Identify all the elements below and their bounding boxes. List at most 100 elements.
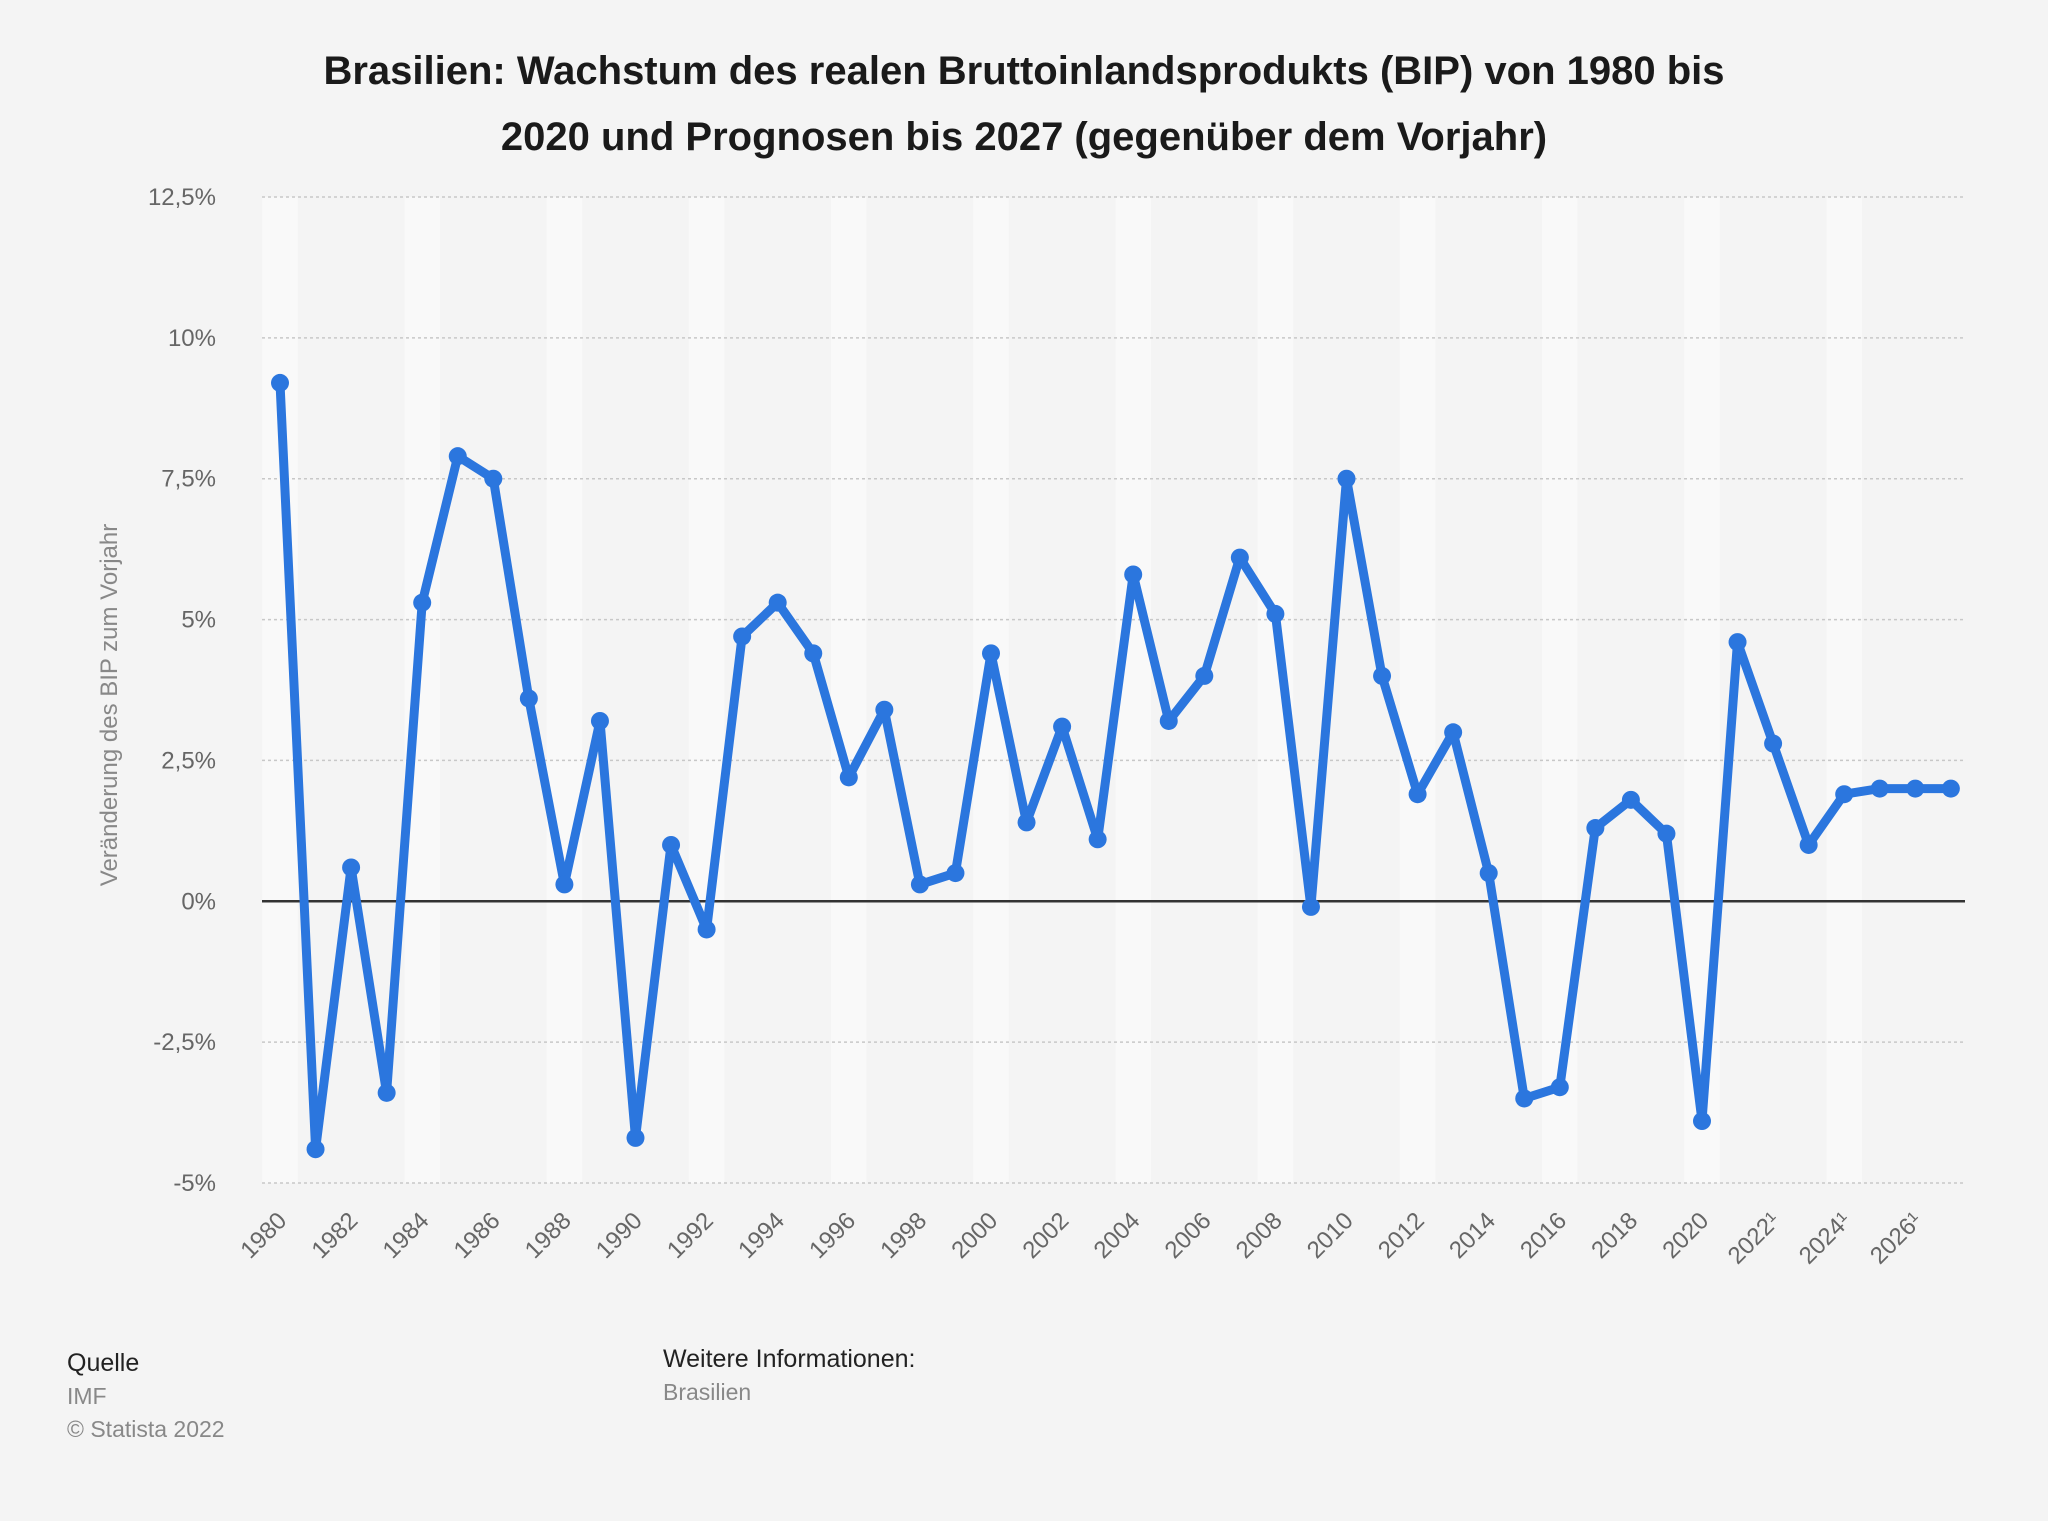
background-band [1470, 197, 1507, 1183]
series-line [275, 378, 1956, 1154]
data-point[interactable] [839, 768, 858, 787]
data-point[interactable] [1728, 633, 1747, 652]
y-tick-label: 5% [181, 607, 216, 634]
data-point[interactable] [1017, 813, 1036, 832]
x-tick-label: 2002 [1017, 1207, 1074, 1264]
background-band [1542, 197, 1578, 1183]
data-point[interactable] [982, 644, 1000, 663]
y-tick-label: 2,5% [161, 747, 216, 774]
data-point[interactable] [1799, 835, 1818, 854]
data-point[interactable] [1444, 723, 1463, 742]
data-point[interactable] [377, 1083, 396, 1102]
background-band [759, 197, 796, 1183]
y-tick-label: -2,5% [153, 1029, 216, 1056]
data-point[interactable] [662, 835, 681, 854]
source-heading: Quelle [67, 1349, 139, 1377]
data-point[interactable] [555, 875, 574, 894]
background-band [404, 197, 440, 1183]
data-point[interactable] [1266, 604, 1285, 623]
source-name[interactable]: IMF [67, 1383, 107, 1409]
background-bands [262, 197, 1934, 1183]
data-point[interactable] [1159, 711, 1178, 730]
background-band [973, 197, 1009, 1183]
data-point[interactable] [484, 469, 503, 488]
info-heading: Weitere Informationen: [663, 1345, 915, 1373]
data-point[interactable] [1657, 824, 1676, 843]
background-band [1826, 197, 1862, 1183]
background-band [1897, 197, 1934, 1183]
chart-title-line-2: 2020 und Prognosen bis 2027 (gegenüber d… [501, 115, 1547, 159]
x-tick-label: 1980 [235, 1207, 292, 1264]
data-point[interactable] [1586, 819, 1605, 838]
background-band [831, 197, 867, 1183]
x-tick-label: 1992 [662, 1207, 719, 1264]
x-tick-label: 2018 [1586, 1207, 1643, 1264]
data-point[interactable] [1515, 1089, 1534, 1108]
background-band [546, 197, 583, 1183]
x-tick-label: 1996 [804, 1207, 861, 1264]
x-axis-ticks: 1980 1982 1984 1986 1988 1990 1992 1994 1996 1998… [235, 1207, 1927, 1270]
data-point[interactable] [946, 864, 965, 883]
x-tick-label: 1994 [733, 1207, 790, 1264]
background-band [902, 197, 938, 1183]
x-tick-label: 2000 [946, 1207, 1003, 1264]
x-tick-label: 2026¹ [1865, 1207, 1928, 1270]
data-point[interactable] [1088, 830, 1107, 849]
background-band [1044, 197, 1080, 1183]
x-tick-label: 2008 [1231, 1207, 1288, 1264]
background-band [1755, 197, 1791, 1183]
y-axis-label: Veränderung des BIP zum Vorjahr [96, 524, 123, 886]
data-point[interactable] [1550, 1078, 1569, 1097]
info-value[interactable]: Brasilien [663, 1379, 751, 1405]
x-tick-label: 2012 [1373, 1207, 1430, 1264]
data-point[interactable] [1124, 565, 1143, 584]
data-point[interactable] [1053, 717, 1072, 736]
data-point[interactable] [804, 644, 823, 663]
data-point[interactable] [1870, 779, 1889, 798]
data-point[interactable] [1906, 779, 1925, 798]
chart-title-line-1: Brasilien: Wachstum des realen Bruttoinl… [323, 49, 1724, 93]
series-group [271, 373, 1960, 1159]
data-point[interactable] [306, 1140, 325, 1159]
y-tick-label: 12,5% [148, 184, 216, 211]
data-point[interactable] [1621, 790, 1640, 809]
x-tick-label: 1990 [591, 1207, 648, 1264]
data-point[interactable] [1835, 785, 1854, 804]
data-point[interactable] [1230, 548, 1249, 567]
data-point[interactable] [519, 689, 538, 708]
data-point[interactable] [910, 875, 929, 894]
data-point[interactable] [342, 858, 361, 877]
x-tick-label: 2006 [1160, 1207, 1217, 1264]
data-point[interactable] [1408, 785, 1427, 804]
x-tick-label: 2014 [1444, 1207, 1501, 1264]
background-band [333, 197, 369, 1183]
x-tick-label: 2022¹ [1723, 1207, 1786, 1270]
data-point[interactable] [626, 1128, 645, 1147]
background-band [1399, 197, 1436, 1183]
data-point[interactable] [1337, 469, 1356, 488]
copyright: © Statista 2022 [67, 1416, 225, 1442]
data-point[interactable] [1301, 897, 1320, 916]
data-point[interactable] [1479, 864, 1498, 883]
gridlines [262, 196, 1965, 1184]
data-point[interactable] [768, 593, 787, 612]
data-point[interactable] [1373, 666, 1392, 685]
data-point[interactable] [413, 593, 432, 612]
data-point[interactable] [271, 373, 289, 392]
data-point[interactable] [448, 447, 467, 466]
data-point[interactable] [1195, 666, 1214, 685]
background-band [475, 197, 512, 1183]
y-tick-label: -5% [173, 1170, 216, 1197]
data-point[interactable] [1941, 779, 1960, 798]
x-tick-label: 1982 [306, 1207, 363, 1264]
y-tick-label: 7,5% [161, 466, 216, 493]
data-point[interactable] [697, 920, 716, 939]
data-point[interactable] [1693, 1112, 1711, 1131]
x-tick-label: 2016 [1515, 1207, 1572, 1264]
data-point[interactable] [1764, 734, 1783, 753]
data-point[interactable] [590, 711, 609, 730]
data-point[interactable] [733, 627, 752, 646]
x-tick-label: 2004 [1089, 1207, 1146, 1264]
data-point[interactable] [875, 700, 894, 719]
